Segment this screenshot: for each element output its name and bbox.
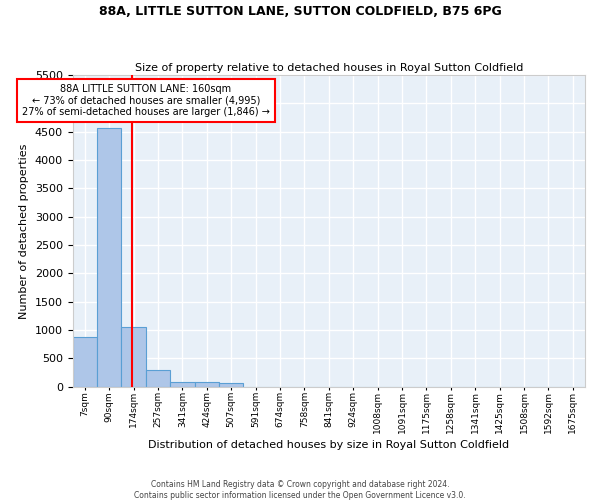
X-axis label: Distribution of detached houses by size in Royal Sutton Coldfield: Distribution of detached houses by size … — [148, 440, 509, 450]
Text: Contains HM Land Registry data © Crown copyright and database right 2024.
Contai: Contains HM Land Registry data © Crown c… — [134, 480, 466, 500]
Title: Size of property relative to detached houses in Royal Sutton Coldfield: Size of property relative to detached ho… — [134, 63, 523, 73]
Text: 88A LITTLE SUTTON LANE: 160sqm
← 73% of detached houses are smaller (4,995)
27% : 88A LITTLE SUTTON LANE: 160sqm ← 73% of … — [22, 84, 269, 117]
Bar — [73, 338, 97, 387]
Bar — [219, 384, 244, 387]
Bar — [170, 382, 194, 387]
Bar — [194, 382, 219, 387]
Bar — [97, 128, 121, 387]
Bar — [146, 370, 170, 387]
Text: 88A, LITTLE SUTTON LANE, SUTTON COLDFIELD, B75 6PG: 88A, LITTLE SUTTON LANE, SUTTON COLDFIEL… — [98, 5, 502, 18]
Y-axis label: Number of detached properties: Number of detached properties — [19, 144, 29, 318]
Bar — [121, 326, 146, 387]
